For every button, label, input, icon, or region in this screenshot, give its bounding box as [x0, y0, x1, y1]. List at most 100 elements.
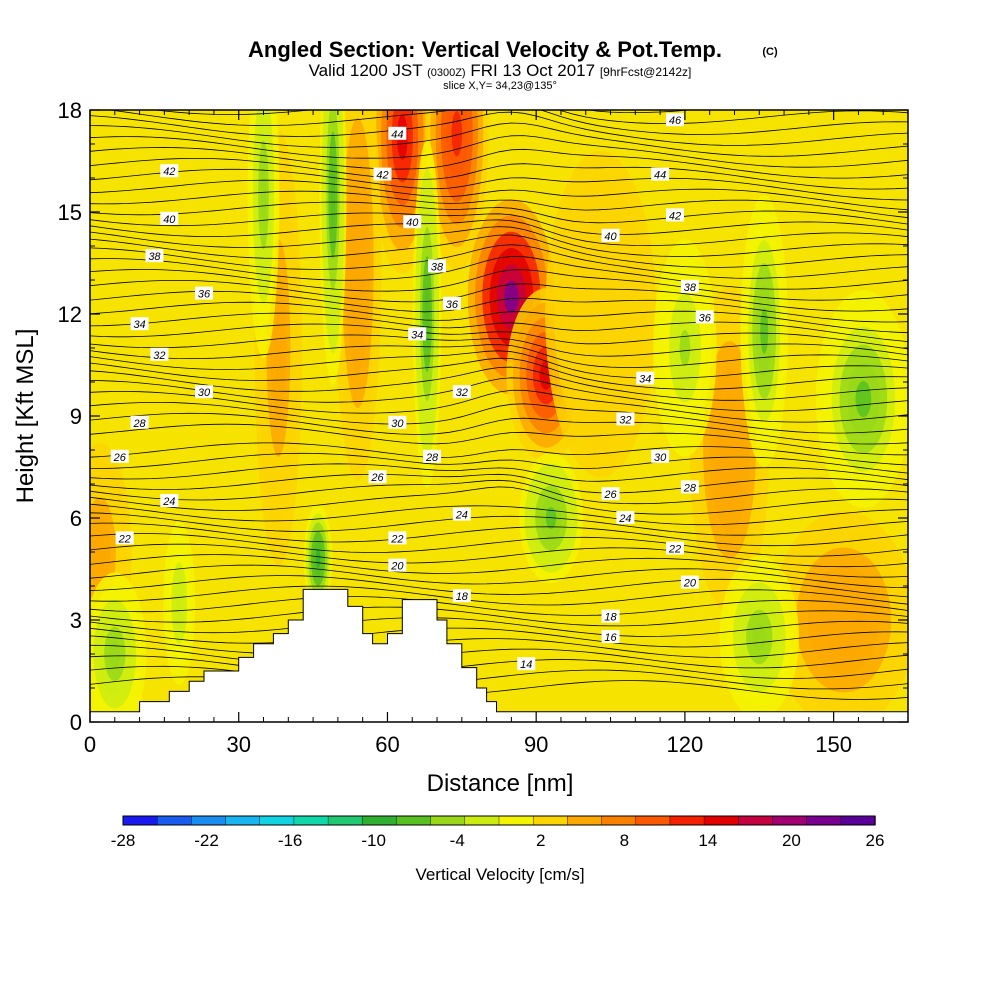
theta-label-bg	[601, 228, 620, 242]
theta-contour-line	[151, 110, 908, 124]
theta-contour-line	[90, 350, 908, 379]
theta-label: 42	[669, 210, 681, 222]
colorbar-title: Vertical Velocity [cm/s]	[415, 865, 584, 884]
theta-label-bg	[388, 531, 407, 545]
theta-contour-line	[90, 627, 908, 648]
theta-contour-line	[90, 596, 908, 616]
colorbar-swatch	[464, 815, 500, 826]
theta-label: 22	[390, 533, 403, 545]
plot-area: 4442403836343230282624222018144240383634…	[90, 110, 908, 722]
theta-label: 32	[619, 414, 631, 426]
theta-label: 34	[133, 319, 145, 331]
theta-label: 32	[153, 350, 165, 362]
theta-label: 30	[654, 452, 667, 464]
theta-label-bg	[636, 371, 655, 385]
theta-label: 28	[132, 418, 146, 430]
theta-contour-line	[90, 279, 908, 312]
theta-label: 14	[520, 659, 532, 671]
theta-contour-line	[90, 158, 908, 190]
theta-contour-line	[90, 334, 908, 357]
theta-label: 20	[390, 561, 404, 573]
subtitle-date: FRI 13 Oct 2017	[470, 61, 595, 80]
x-axis: 0 30 60 90 120 150	[84, 110, 909, 757]
colorbar-swatch	[122, 815, 158, 826]
theta-contour-line	[585, 110, 695, 114]
theta-label: 36	[198, 289, 211, 301]
theta-label: 42	[376, 170, 388, 182]
theta-label-bg	[130, 317, 149, 331]
theta-contour-line	[90, 442, 908, 466]
subtitle-fcst: [9hrFcst@2142z]	[600, 65, 692, 79]
theta-label-bg	[110, 449, 129, 463]
theta-contour-line	[90, 575, 908, 598]
theta-label-bg	[680, 279, 699, 293]
theta-contour-line	[90, 256, 908, 290]
theta-contour-line	[90, 122, 908, 157]
downdraft-cell-7-level-5	[679, 329, 691, 367]
theta-label-bg	[601, 630, 620, 643]
theta-contour-line	[90, 312, 908, 342]
colorbar-swatch	[532, 815, 569, 826]
theta-label: 22	[118, 533, 131, 545]
theta-label-bg	[195, 286, 214, 300]
x-tick-label: 30	[226, 732, 250, 757]
theta-label: 32	[456, 387, 468, 399]
colorbar-swatch	[840, 815, 876, 826]
theta-contour-line	[90, 323, 908, 350]
theta-contour-line	[90, 147, 908, 179]
theta-label: 22	[668, 544, 681, 556]
theta-label-bg	[130, 415, 149, 429]
theta-label-bg	[665, 208, 684, 222]
subtitle-valid: Valid 1200 JST	[309, 61, 423, 80]
updraft-cell-8-level-5	[591, 286, 610, 342]
theta-label: 26	[113, 452, 127, 464]
colorbar-swatch	[498, 815, 534, 826]
theta-label: 36	[446, 299, 459, 311]
theta-label-bg	[408, 327, 427, 341]
theta-label-bg	[115, 531, 134, 545]
theta-contour-line	[90, 533, 908, 557]
theta-contour-line	[90, 522, 908, 547]
theta-label-bg	[373, 167, 392, 181]
y-tick-label: 18	[58, 98, 82, 123]
colorbar: -28 -22 -16 -10 -4 2 8 14 20 26	[111, 815, 884, 850]
colorbar-swatch	[225, 815, 261, 826]
theta-label-bg	[195, 385, 214, 399]
theta-label-bg	[452, 385, 471, 399]
theta-contour-line	[90, 665, 908, 690]
downdraft-cell-1-level-5	[260, 167, 267, 223]
x-axis-title: Distance [nm]	[427, 770, 574, 797]
theta-contour-line	[90, 389, 908, 423]
colorbar-swatch	[430, 815, 466, 826]
theta-contour-line	[90, 606, 908, 627]
theta-label-bg	[388, 415, 407, 429]
theta-label: 20	[683, 578, 697, 590]
theta-label: 24	[455, 510, 468, 522]
theta-label: 30	[391, 418, 404, 430]
theta-label-bg	[160, 211, 179, 225]
theta-contour-line	[90, 554, 908, 578]
colorbar-swatch	[191, 815, 227, 826]
theta-contour-line	[90, 452, 908, 474]
colorbar-swatch	[396, 815, 432, 826]
colorbar-tick-label: 14	[698, 831, 717, 850]
colorbar-tick-label: 2	[536, 831, 545, 850]
updraft-cell-9-level-5	[94, 533, 106, 571]
colorbar-swatch	[601, 815, 637, 826]
theta-contour-line	[90, 357, 908, 390]
theta-contour-line	[90, 377, 908, 412]
theta-label-bg	[388, 558, 407, 572]
theta-contour-line	[90, 635, 908, 658]
theta-contour-line	[106, 110, 908, 135]
theta-label: 28	[683, 482, 697, 494]
colorbar-tick-label: -22	[194, 831, 219, 850]
theta-contour-line	[90, 473, 908, 494]
theta-label: 16	[604, 632, 617, 644]
downdraft-cell-10-level-5	[176, 589, 182, 617]
colorbar-tick-label: -4	[450, 831, 465, 850]
theta-contour-line	[90, 512, 908, 536]
colorbar-swatch	[703, 815, 739, 826]
colorbar-tick-label: -28	[111, 831, 136, 850]
downdraft-cell-3-level-5	[315, 549, 321, 568]
x-tick-label: 120	[667, 732, 704, 757]
